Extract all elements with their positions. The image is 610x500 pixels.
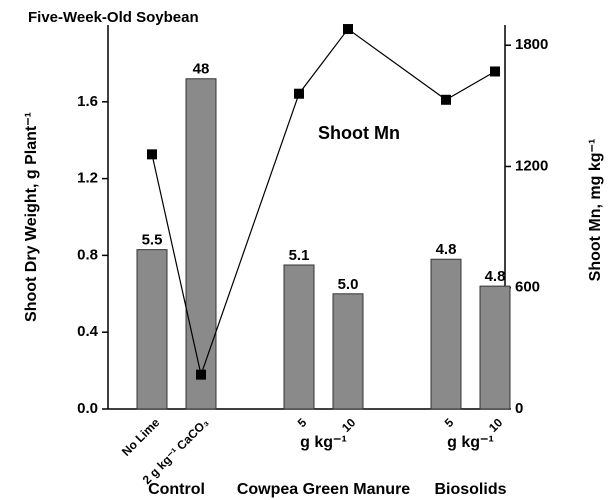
group-label: Cowpea Green Manure [237, 481, 410, 498]
bar [185, 78, 217, 410]
y-tick-label: 1.2 [77, 170, 98, 187]
chart-title: Five-Week-Old Soybean [28, 9, 199, 26]
group-unit: g kg⁻¹ [300, 434, 347, 451]
y2-tick-label: 0 [515, 400, 523, 417]
x-tick-label: 5 [295, 415, 310, 430]
y2-axis-label: Shoot Mn, mg kg⁻¹ [587, 139, 604, 282]
y-tick-label: 1.6 [77, 93, 98, 110]
bar [283, 264, 315, 410]
bar [332, 293, 364, 410]
annotation: Shoot Mn [318, 123, 400, 143]
y-tick-label: 0.0 [77, 400, 98, 417]
bar [479, 285, 511, 410]
bar-label: 48 [193, 61, 210, 78]
x-tick-label: No Lime [119, 415, 163, 459]
marker [294, 88, 304, 99]
bar-label: 5.5 [142, 232, 163, 249]
y2-tick-label: 1800 [515, 36, 548, 53]
marker [343, 24, 353, 35]
bar-label: 4.8 [485, 268, 506, 285]
x-tick-label: 5 [442, 415, 457, 430]
group-label: Biosolids [434, 481, 506, 498]
bar-label: 5.0 [338, 276, 359, 293]
y2-tick-label: 1200 [515, 157, 548, 174]
y-axis-label: Shoot Dry Weight, g Plant⁻¹ [23, 112, 40, 322]
bar-label: 5.1 [289, 247, 310, 264]
y2-tick-label: 600 [515, 279, 540, 296]
y-tick-label: 0.4 [77, 323, 99, 340]
bar-label: 4.8 [436, 241, 457, 258]
marker [441, 94, 451, 105]
bar [430, 258, 462, 410]
x-tick-label: 10 [339, 415, 359, 435]
marker [490, 66, 500, 77]
marker [196, 369, 206, 380]
x-tick-label: 10 [486, 415, 506, 435]
group-label: Control [148, 481, 205, 498]
bar [136, 249, 168, 410]
marker [147, 149, 157, 160]
y-tick-label: 0.8 [77, 246, 98, 263]
line [151, 28, 496, 377]
group-unit: g kg⁻¹ [447, 434, 494, 451]
